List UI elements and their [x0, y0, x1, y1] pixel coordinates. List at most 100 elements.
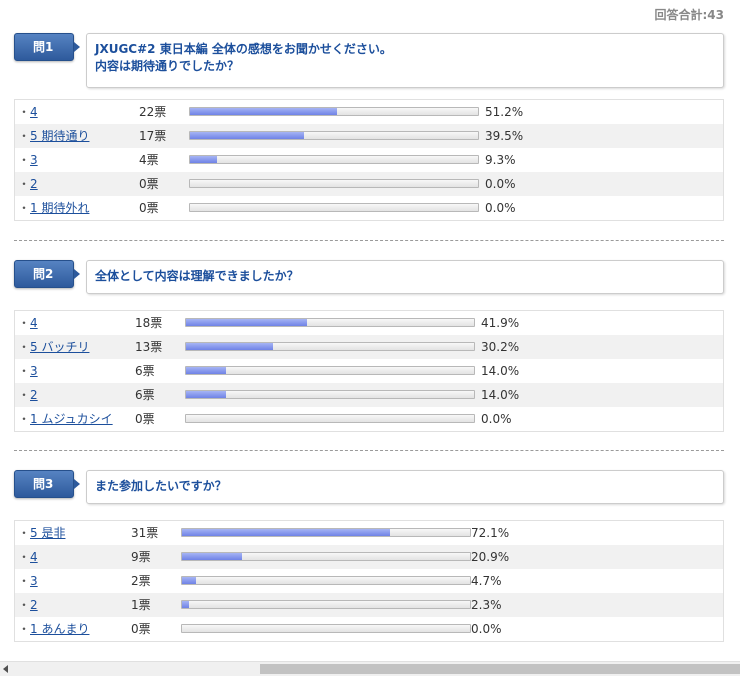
- section-divider: [14, 450, 724, 451]
- answer-option-link[interactable]: 3: [30, 574, 38, 588]
- bullet-icon: ・: [18, 598, 31, 612]
- vote-count: 31票: [131, 526, 159, 540]
- total-responses: 回答合計:43: [654, 8, 725, 22]
- percentage-value: 51.2%: [485, 105, 524, 119]
- answer-option-link[interactable]: 5 バッチリ: [30, 340, 90, 354]
- scroll-left-arrow-icon[interactable]: [3, 665, 8, 673]
- question-number-badge: 問2: [14, 260, 74, 288]
- answer-option-link[interactable]: 4: [30, 550, 38, 564]
- percentage-value: 41.9%: [481, 316, 520, 330]
- percentage-bar: [185, 318, 475, 327]
- percentage-bar-fill: [182, 577, 196, 584]
- percentage-bar: [181, 576, 471, 585]
- question-header: 問2 全体として内容は理解できましたか？: [14, 260, 724, 308]
- percentage-bar: [181, 552, 471, 561]
- bullet-icon: ・: [18, 177, 31, 191]
- question-text: 全体として内容は理解できましたか？: [86, 260, 724, 294]
- answer-option-link[interactable]: 5 期待通り: [30, 129, 90, 143]
- answer-option: ・1 あんまり: [18, 617, 89, 641]
- percentage-bar: [189, 131, 479, 140]
- section-divider: [14, 240, 724, 241]
- badge-pointer-icon: [74, 479, 80, 489]
- answer-row: ・1 ムジュカシイ 0票 0.0%: [15, 407, 723, 431]
- vote-count: 18票: [135, 316, 163, 330]
- bullet-icon: ・: [18, 526, 31, 540]
- percentage-value: 0.0%: [485, 177, 516, 191]
- question-block: 問1 JXUGC#2 東日本編 全体の感想をお聞かせください。 内容は期待通りでした…: [14, 33, 724, 221]
- percentage-bar: [185, 366, 475, 375]
- bullet-icon: ・: [18, 129, 31, 143]
- horizontal-scrollbar[interactable]: [0, 661, 740, 676]
- bullet-icon: ・: [18, 105, 31, 119]
- vote-count: 22票: [139, 105, 167, 119]
- percentage-bar-fill: [186, 319, 307, 326]
- percentage-value: 0.0%: [485, 201, 516, 215]
- answer-row: ・4 18票 41.9%: [15, 311, 723, 335]
- vote-count: 6票: [135, 364, 155, 378]
- percentage-value: 72.1%: [471, 526, 510, 540]
- answer-option-link[interactable]: 3: [30, 364, 38, 378]
- question-text-line: 内容は期待通りでしたか？: [95, 59, 240, 73]
- answer-row: ・1 期待外れ 0票 0.0%: [15, 196, 723, 220]
- answer-option: ・3: [18, 359, 38, 383]
- question-text-line: また参加したいですか？: [95, 479, 227, 493]
- question-block: 問2 全体として内容は理解できましたか？ ・4 18票 41.9% ・5 バッチリ 13票 3…: [14, 260, 724, 432]
- answer-option-link[interactable]: 3: [30, 153, 38, 167]
- answer-row: ・4 9票 20.9%: [15, 545, 723, 569]
- percentage-value: 14.0%: [481, 388, 520, 402]
- answer-option-link[interactable]: 2: [30, 388, 38, 402]
- question-text-line: JXUGC#2 東日本編 全体の感想をお聞かせください。: [95, 42, 392, 56]
- answer-option-link[interactable]: 4: [30, 316, 38, 330]
- percentage-bar: [181, 528, 471, 537]
- question-text-line: 全体として内容は理解できましたか？: [95, 269, 299, 283]
- answer-option: ・5 期待通り: [18, 124, 89, 148]
- answer-list: ・4 18票 41.9% ・5 バッチリ 13票 30.2% ・3 6票 14.0% ・2 6票 14…: [14, 310, 724, 432]
- answer-row: ・2 1票 2.3%: [15, 593, 723, 617]
- percentage-value: 30.2%: [481, 340, 520, 354]
- answer-option: ・2: [18, 172, 38, 196]
- vote-count: 2票: [131, 574, 151, 588]
- bullet-icon: ・: [18, 550, 31, 564]
- answer-option: ・5 バッチリ: [18, 335, 89, 359]
- vote-count: 0票: [139, 201, 159, 215]
- bullet-icon: ・: [18, 622, 31, 636]
- percentage-value: 20.9%: [471, 550, 510, 564]
- answer-row: ・2 6票 14.0%: [15, 383, 723, 407]
- answer-option-link[interactable]: 2: [30, 177, 38, 191]
- percentage-bar-fill: [182, 529, 390, 536]
- bullet-icon: ・: [18, 364, 31, 378]
- answer-option-link[interactable]: 4: [30, 105, 38, 119]
- bullet-icon: ・: [18, 316, 31, 330]
- answer-option: ・4: [18, 311, 38, 335]
- bullet-icon: ・: [18, 201, 31, 215]
- answer-row: ・3 6票 14.0%: [15, 359, 723, 383]
- vote-count: 4票: [139, 153, 159, 167]
- percentage-bar: [185, 414, 475, 423]
- percentage-bar-fill: [186, 367, 227, 374]
- answer-option-link[interactable]: 2: [30, 598, 38, 612]
- bullet-icon: ・: [18, 388, 31, 402]
- percentage-bar-fill: [186, 343, 273, 350]
- answer-row: ・3 2票 4.7%: [15, 569, 723, 593]
- vote-count: 0票: [135, 412, 155, 426]
- percentage-bar-fill: [186, 391, 227, 398]
- answer-list: ・5 是非 31票 72.1% ・4 9票 20.9% ・3 2票 4.7% ・2 1票 2.3% ・1…: [14, 520, 724, 642]
- question-number-badge: 問1: [14, 33, 74, 61]
- question-text: また参加したいですか？: [86, 470, 724, 504]
- vote-count: 0票: [131, 622, 151, 636]
- answer-option-link[interactable]: 1 期待外れ: [30, 201, 90, 215]
- answer-option-link[interactable]: 5 是非: [30, 526, 66, 540]
- answer-option-link[interactable]: 1 ムジュカシイ: [30, 412, 113, 426]
- scrollbar-thumb[interactable]: [260, 664, 740, 674]
- percentage-value: 39.5%: [485, 129, 524, 143]
- bullet-icon: ・: [18, 340, 31, 354]
- answer-row: ・2 0票 0.0%: [15, 172, 723, 196]
- percentage-value: 9.3%: [485, 153, 516, 167]
- answer-option-link[interactable]: 1 あんまり: [30, 622, 90, 636]
- percentage-bar: [185, 390, 475, 399]
- percentage-value: 0.0%: [481, 412, 512, 426]
- bullet-icon: ・: [18, 412, 31, 426]
- percentage-bar-fill: [190, 156, 217, 163]
- question-header: 問1 JXUGC#2 東日本編 全体の感想をお聞かせください。 内容は期待通りでした…: [14, 33, 724, 88]
- bullet-icon: ・: [18, 574, 31, 588]
